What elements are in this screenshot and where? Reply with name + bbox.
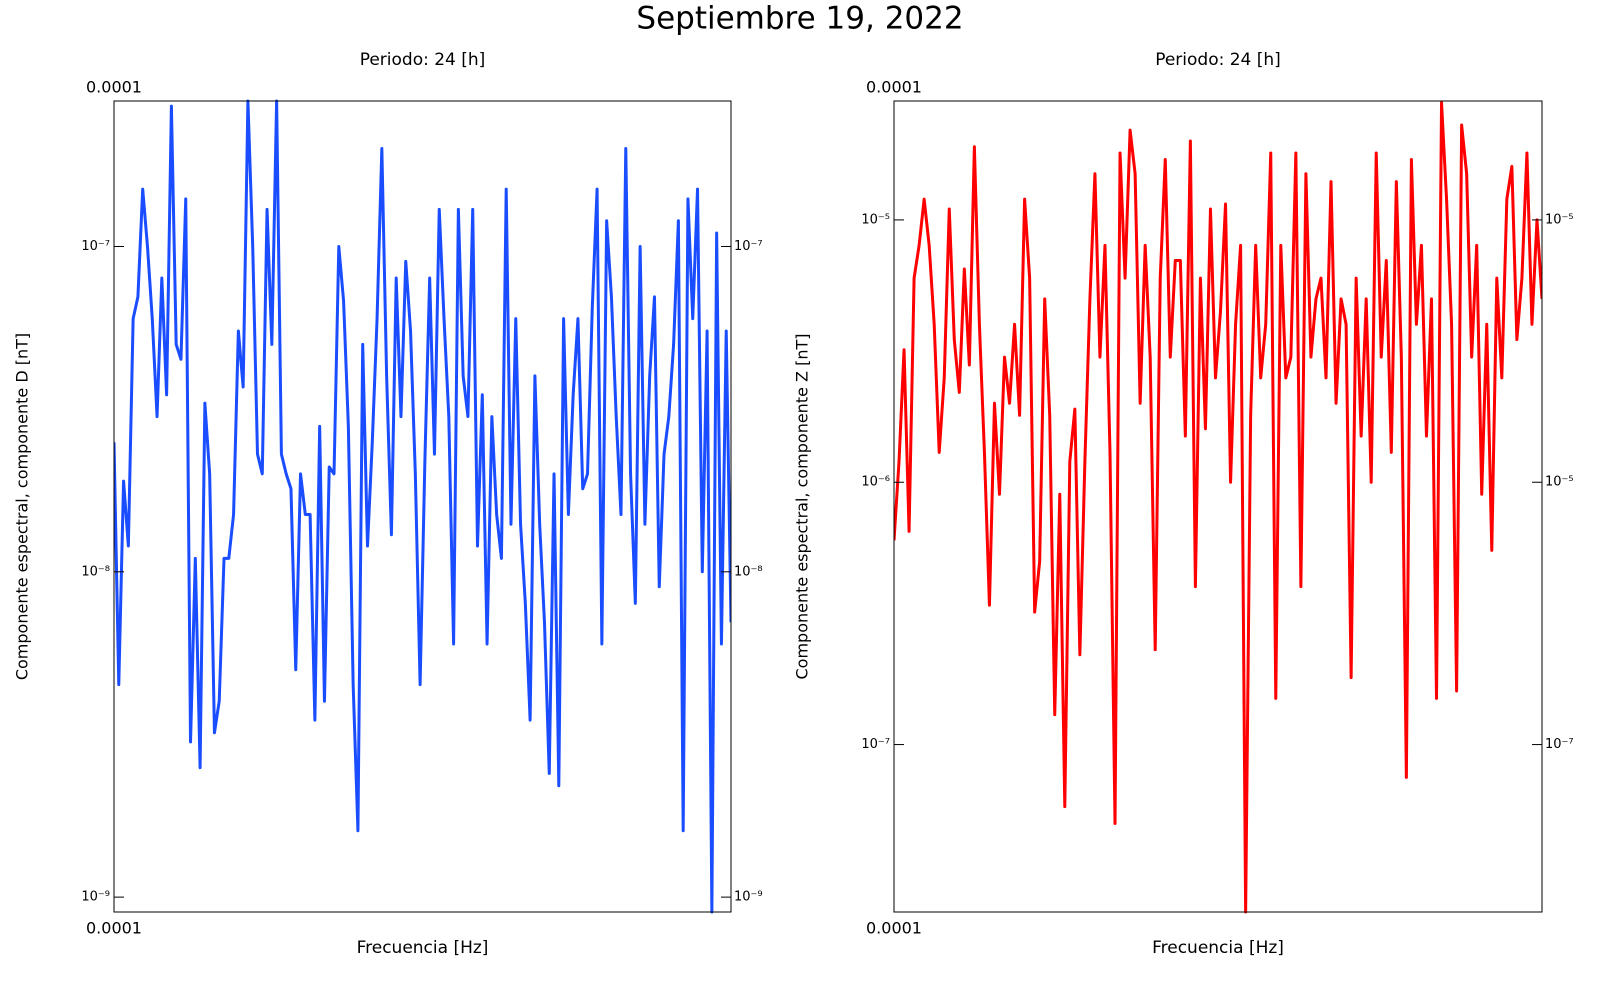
y-tick-label: 10⁻⁶ [861, 475, 890, 490]
chart-subtitle: Periodo: 24 [h] [1155, 50, 1281, 70]
page-title: Septiembre 19, 2022 [636, 1, 963, 37]
y-tick-label: 10⁻⁵ [861, 212, 890, 227]
chart-subtitle: Periodo: 24 [h] [360, 50, 486, 70]
y2-tick-label: 10⁻⁹ [734, 890, 763, 905]
y-tick-label: 10⁻⁹ [81, 890, 110, 905]
y-axis-label: Componente espectral, componente D [nT] [13, 333, 32, 680]
y2-tick-label: 10⁻⁷ [734, 239, 763, 254]
plot-frame [893, 100, 1543, 913]
y2-tick-label: 10⁻⁵ [1545, 475, 1574, 490]
x-tick-label: 0.0001 [86, 919, 142, 938]
x-axis-label: Frecuencia [Hz] [1152, 938, 1284, 958]
y2-tick-label: 10⁻⁵ [1545, 212, 1574, 227]
y2-tick-label: 10⁻⁸ [734, 564, 763, 579]
x-axis-label: Frecuencia [Hz] [357, 938, 489, 958]
data-line [894, 101, 1542, 914]
y-tick-label: 10⁻⁷ [861, 737, 890, 752]
x-tick-label-top: 0.0001 [866, 78, 922, 97]
plot-frame [113, 100, 732, 913]
y-tick-label: 10⁻⁸ [81, 564, 110, 579]
y-tick-label: 10⁻⁷ [81, 239, 110, 254]
x-tick-label-top: 0.0001 [86, 78, 142, 97]
x-tick-label: 0.0001 [866, 919, 922, 938]
y-axis-label: Componente espectral, componente Z [nT] [793, 334, 812, 680]
y2-tick-label: 10⁻⁷ [1545, 737, 1574, 752]
data-line [114, 99, 731, 914]
